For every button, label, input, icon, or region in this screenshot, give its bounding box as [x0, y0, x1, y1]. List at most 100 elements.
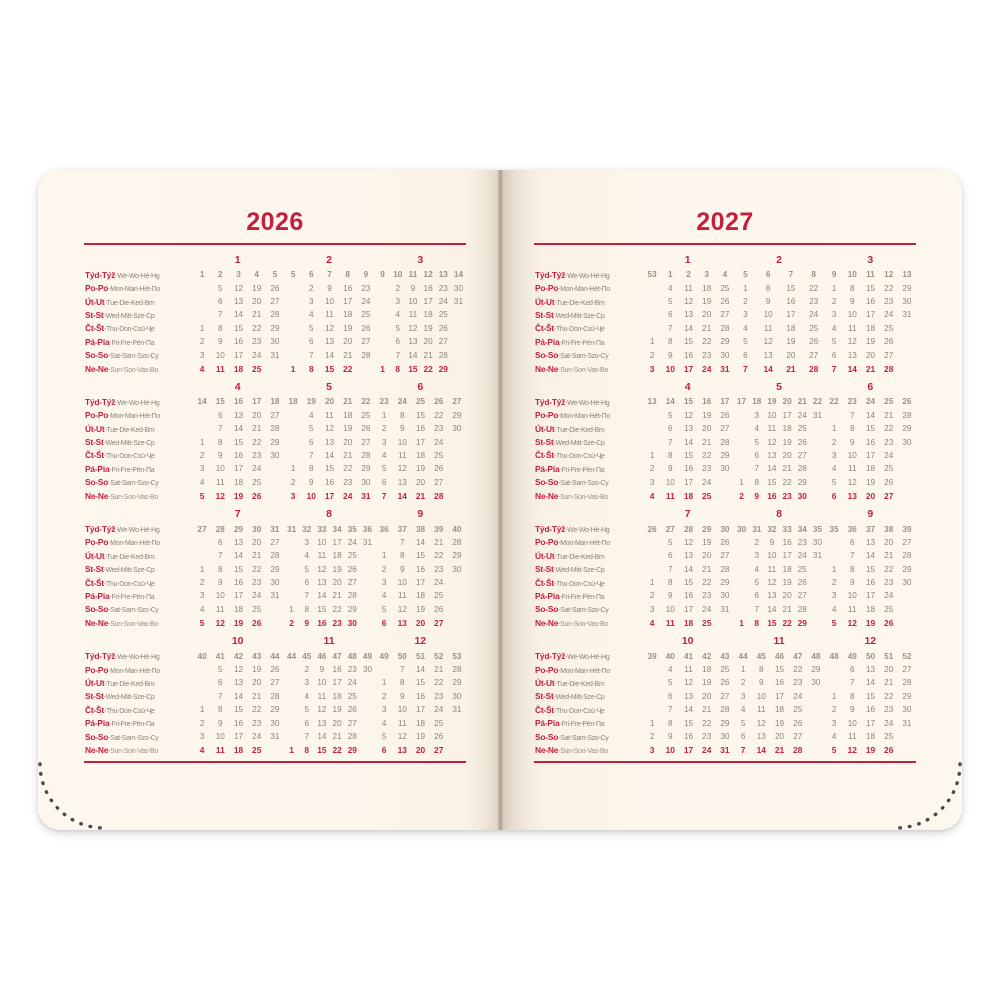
date-cell[interactable]: 24 — [434, 437, 444, 447]
week-number-cell[interactable]: 16 — [233, 397, 244, 407]
date-cell[interactable]: 9 — [319, 665, 325, 675]
date-cell[interactable]: 19 — [865, 337, 876, 347]
date-cell[interactable]: 20 — [782, 450, 792, 460]
date-cell[interactable]: 21 — [884, 678, 894, 688]
date-cell[interactable]: 27 — [270, 678, 280, 688]
date-cell[interactable]: 16 — [324, 477, 335, 487]
date-cell[interactable]: 14 — [317, 591, 327, 601]
week-number-cell[interactable]: 28 — [215, 524, 225, 534]
date-cell[interactable]: 13 — [397, 618, 407, 629]
week-number-cell[interactable]: 31 — [270, 524, 280, 534]
date-cell[interactable]: 11 — [767, 424, 777, 434]
date-cell[interactable]: 9 — [668, 464, 673, 474]
date-cell[interactable]: 29 — [270, 437, 280, 447]
date-cell[interactable]: 7 — [850, 678, 855, 688]
week-number-cell[interactable]: 27 — [665, 524, 675, 534]
date-cell[interactable]: 21 — [786, 364, 796, 375]
week-number-cell[interactable]: 8 — [345, 270, 350, 280]
month-number-label[interactable]: 10 — [231, 634, 244, 647]
date-cell[interactable]: 24 — [438, 297, 448, 307]
date-cell[interactable]: 27 — [270, 410, 280, 420]
week-number-cell[interactable]: 17 — [720, 397, 730, 407]
week-number-cell[interactable]: 32 — [767, 524, 777, 534]
week-number-cell[interactable]: 42 — [702, 651, 712, 661]
date-cell[interactable]: 17 — [332, 537, 342, 547]
date-cell[interactable]: 21 — [252, 691, 262, 701]
date-cell[interactable]: 17 — [233, 591, 244, 601]
date-cell[interactable]: 3 — [831, 310, 837, 320]
date-cell[interactable]: 27 — [884, 491, 894, 502]
date-cell[interactable]: 1 — [831, 564, 837, 574]
date-cell[interactable]: 29 — [797, 618, 807, 629]
date-cell[interactable]: 26 — [438, 323, 448, 333]
date-cell[interactable]: 11 — [848, 464, 857, 474]
week-number-cell[interactable]: 40 — [452, 524, 462, 534]
date-cell[interactable]: 7 — [218, 424, 223, 434]
date-cell[interactable]: 25 — [347, 551, 357, 561]
date-cell[interactable]: 9 — [850, 297, 855, 307]
date-cell[interactable]: 8 — [754, 618, 760, 629]
date-cell[interactable]: 4 — [199, 604, 205, 614]
date-cell[interactable]: 9 — [218, 578, 223, 588]
date-cell[interactable]: 24 — [702, 745, 712, 756]
month-number-label[interactable]: 5 — [776, 380, 782, 393]
date-cell[interactable]: 21 — [702, 437, 712, 447]
date-cell[interactable]: 1 — [649, 337, 655, 347]
month-number-label[interactable]: 3 — [417, 253, 424, 266]
date-cell[interactable]: 27 — [793, 732, 803, 741]
date-cell[interactable]: 2 — [395, 283, 401, 293]
date-cell[interactable]: 27 — [361, 337, 371, 347]
date-cell[interactable]: 23 — [809, 297, 819, 307]
date-cell[interactable]: 12 — [847, 477, 857, 487]
date-cell[interactable]: 23 — [252, 450, 262, 460]
date-cell[interactable]: 27 — [902, 537, 912, 547]
month-number-label[interactable]: 1 — [684, 253, 691, 266]
date-cell[interactable]: 17 — [774, 691, 785, 701]
date-cell[interactable]: 9 — [668, 732, 673, 741]
date-cell[interactable]: 20 — [702, 310, 712, 320]
date-cell[interactable]: 4 — [309, 410, 314, 420]
week-number-cell[interactable]: 13 — [902, 270, 912, 280]
date-cell[interactable]: 20 — [774, 732, 785, 741]
week-number-cell[interactable]: 38 — [415, 524, 426, 534]
date-cell[interactable]: 12 — [847, 618, 857, 629]
date-cell[interactable]: 4 — [381, 718, 387, 728]
date-cell[interactable]: 2 — [649, 350, 655, 360]
date-cell[interactable]: 10 — [847, 718, 857, 728]
date-cell[interactable]: 24 — [793, 691, 803, 701]
date-cell[interactable]: 7 — [754, 464, 760, 474]
date-cell[interactable]: 25 — [793, 705, 803, 715]
month-number-label[interactable]: 3 — [867, 253, 874, 266]
date-cell[interactable]: 15 — [683, 337, 694, 347]
date-cell[interactable]: 29 — [438, 364, 448, 375]
week-number-cell[interactable]: 33 — [782, 524, 792, 534]
date-cell[interactable]: 29 — [797, 477, 807, 487]
week-number-cell[interactable]: 44 — [287, 651, 297, 661]
date-cell[interactable]: 2 — [831, 437, 837, 447]
date-cell[interactable]: 4 — [668, 665, 673, 675]
month-number-label[interactable]: 11 — [773, 634, 785, 647]
week-number-cell[interactable]: 22 — [361, 397, 371, 407]
date-cell[interactable]: 28 — [270, 551, 280, 561]
date-cell[interactable]: 25 — [252, 364, 262, 375]
date-cell[interactable]: 10 — [408, 297, 418, 307]
date-cell[interactable]: 24 — [347, 537, 357, 547]
date-cell[interactable]: 31 — [362, 537, 372, 547]
date-cell[interactable]: 11 — [767, 564, 777, 574]
date-cell[interactable]: 18 — [233, 604, 244, 614]
date-cell[interactable]: 24 — [343, 491, 353, 502]
date-cell[interactable]: 16 — [683, 464, 694, 474]
date-cell[interactable]: 6 — [395, 337, 401, 347]
date-cell[interactable]: 30 — [812, 537, 822, 547]
date-cell[interactable]: 14 — [317, 732, 327, 741]
date-cell[interactable]: 9 — [759, 678, 764, 688]
week-number-cell[interactable]: 12 — [884, 270, 894, 280]
date-cell[interactable]: 19 — [865, 745, 876, 756]
date-cell[interactable]: 14 — [683, 323, 694, 333]
date-cell[interactable]: 3 — [199, 591, 205, 601]
date-cell[interactable]: 17 — [332, 678, 342, 688]
date-cell[interactable]: 20 — [702, 691, 712, 701]
week-number-cell[interactable]: 39 — [902, 524, 912, 534]
date-cell[interactable]: 27 — [347, 718, 357, 728]
date-cell[interactable]: 24 — [434, 705, 444, 715]
